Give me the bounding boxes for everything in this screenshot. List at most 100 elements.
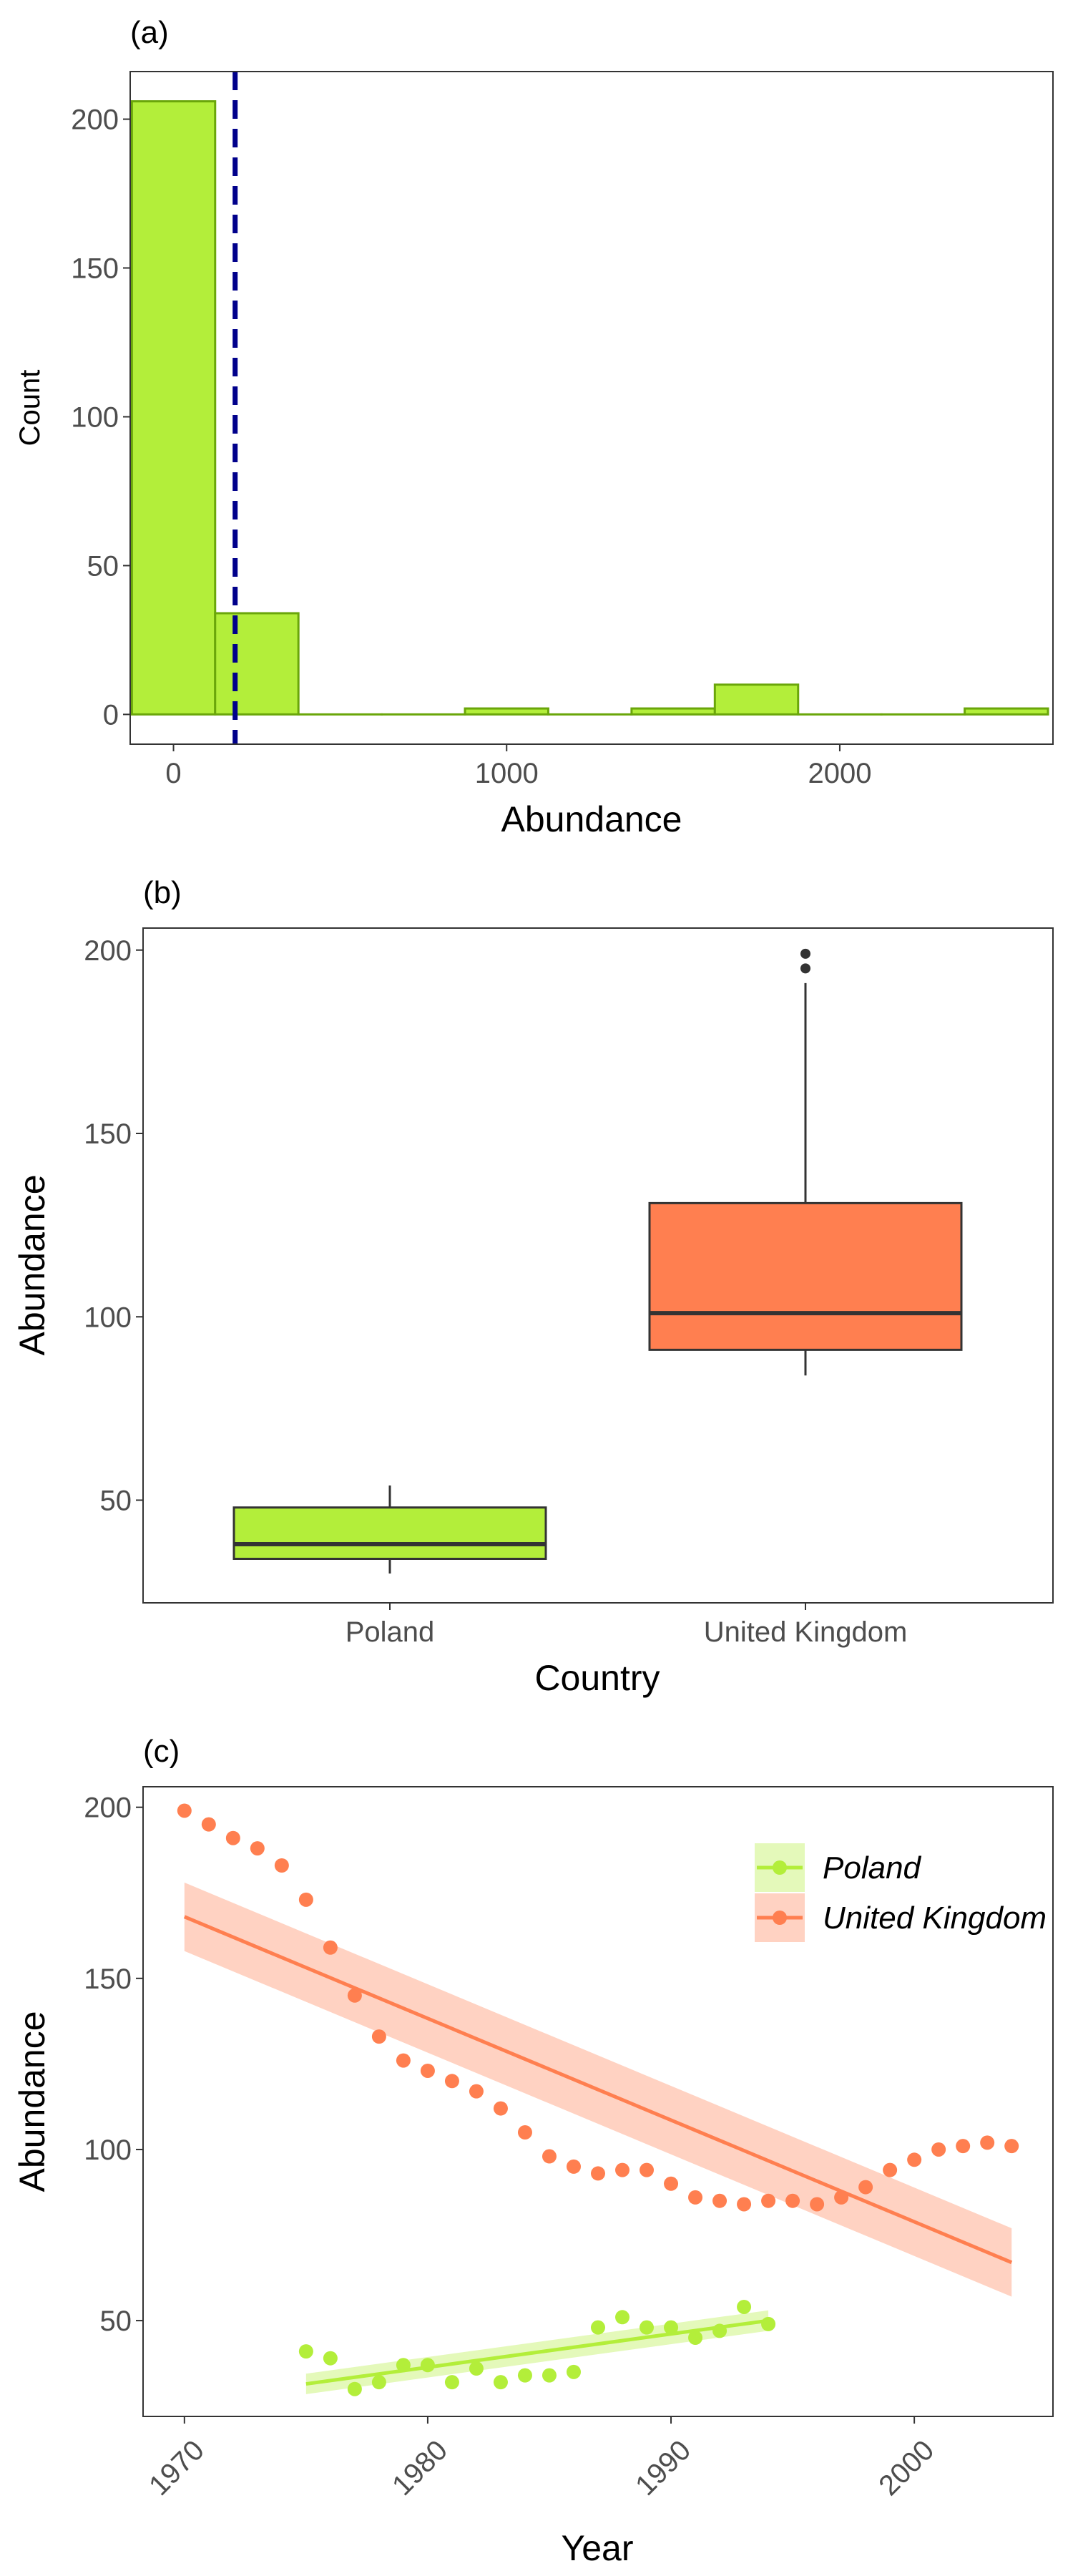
- united-kingdom-point: [883, 2162, 898, 2177]
- y-tick-label: 150: [71, 253, 119, 285]
- y-axis-ticks: 50 100 150 200: [84, 1792, 143, 2337]
- legend-label: Poland: [823, 1850, 922, 1885]
- histogram-bar: [713, 683, 800, 716]
- united-kingdom-point: [177, 1803, 192, 1818]
- x-tick-label: 1000: [475, 758, 539, 789]
- x-axis-ticks: Poland United Kingdom: [346, 1603, 908, 1648]
- x-tick-label: 2000: [873, 2434, 940, 2502]
- y-axis-title: Abundance: [12, 2011, 52, 2192]
- united-kingdom-point: [858, 2180, 873, 2195]
- histogram-bar: [214, 612, 300, 716]
- united-kingdom-point: [785, 2193, 800, 2208]
- poland-point: [371, 2375, 386, 2390]
- outlier-point: [800, 948, 810, 959]
- y-tick-label: 200: [84, 1792, 132, 1824]
- y-tick-label: 100: [84, 1302, 132, 1333]
- united-kingdom-point: [980, 2135, 995, 2150]
- poland-point: [542, 2368, 557, 2383]
- x-tick-label: United Kingdom: [704, 1616, 908, 1648]
- poland-point: [615, 2310, 630, 2325]
- united-kingdom-point: [201, 1817, 216, 1832]
- poland-point: [298, 2344, 313, 2359]
- united-kingdom-point: [907, 2152, 922, 2167]
- y-tick-label: 50: [87, 550, 119, 582]
- united-kingdom-point: [542, 2149, 557, 2164]
- panel-b: (b) 50 100 150 200 Poland United Kingdom Cou…: [12, 875, 1054, 1698]
- united-kingdom-point: [469, 2084, 484, 2099]
- panel-c-border: [142, 1786, 1054, 2417]
- legend-item-poland: Poland: [755, 1843, 922, 1892]
- histogram-bar: [964, 707, 1049, 716]
- legend-item-united-kingdom: United Kingdom: [755, 1893, 1047, 1942]
- x-tick-label: 0: [165, 758, 181, 789]
- y-axis-ticks: 50 100 150 200: [84, 935, 143, 1517]
- y-axis-ticks: 0 50 100 150 200: [71, 104, 130, 731]
- poland-point: [323, 2351, 338, 2366]
- united-kingdom-point: [688, 2190, 703, 2205]
- united-kingdom-point: [956, 2139, 971, 2154]
- poland-point: [566, 2364, 581, 2379]
- plot-layers: [177, 1803, 1019, 2396]
- box-iqr: [232, 1506, 547, 1560]
- histogram-bar: [464, 707, 549, 716]
- united-kingdom-point: [298, 1892, 313, 1907]
- united-kingdom-point: [371, 2029, 386, 2044]
- x-axis-title: Year: [561, 2528, 633, 2568]
- united-kingdom-point: [396, 2053, 411, 2068]
- panel-c: (c) 50 100 150 200 1970 1980 1990 2000 Year Ab…: [12, 1734, 1054, 2568]
- united-kingdom-point: [323, 1940, 338, 1955]
- box-plots: [232, 948, 963, 1574]
- poland-point: [444, 2375, 459, 2390]
- y-tick-label: 150: [84, 1118, 132, 1150]
- poland-point: [396, 2358, 411, 2373]
- y-axis-title: Count: [14, 370, 46, 447]
- box-iqr: [648, 1201, 963, 1351]
- united-kingdom-point: [591, 2166, 605, 2181]
- united-kingdom-point: [250, 1841, 265, 1856]
- x-axis-ticks: 1970 1980 1990 2000: [143, 2416, 940, 2502]
- legend-swatch-point: [773, 1911, 787, 1925]
- united-kingdom-point: [615, 2162, 630, 2177]
- panel-c-label: (c): [143, 1734, 180, 1769]
- y-tick-label: 200: [71, 104, 119, 136]
- scatter-plot-area: [177, 1803, 1019, 2396]
- outlier-point: [800, 963, 810, 974]
- poland-point: [688, 2331, 703, 2345]
- poland-point: [761, 2316, 776, 2331]
- united-kingdom-point: [274, 1858, 289, 1873]
- united-kingdom-point: [931, 2142, 946, 2157]
- united-kingdom-point: [810, 2197, 825, 2212]
- legend-label: United Kingdom: [823, 1901, 1047, 1936]
- poland-point: [712, 2323, 727, 2338]
- panel-a-label: (a): [130, 15, 169, 50]
- united-kingdom-point: [493, 2101, 508, 2116]
- x-axis-ticks: 0 1000 2000: [165, 744, 871, 789]
- poland-point: [493, 2375, 508, 2390]
- poland-point: [737, 2299, 752, 2314]
- united-kingdom-point: [834, 2190, 849, 2205]
- united-kingdom-point: [566, 2159, 581, 2174]
- box-plot-poland: [232, 1485, 547, 1574]
- poland-point: [469, 2361, 484, 2376]
- box-plot-united-kingdom: [648, 948, 963, 1376]
- y-tick-label: 150: [84, 1963, 132, 1995]
- panel-a: (a) 0 50 100 150 200 0 1000 2000 Abundance Cou…: [14, 15, 1054, 839]
- united-kingdom-point: [737, 2197, 752, 2212]
- histogram-bars: [130, 100, 1049, 716]
- poland-point: [664, 2320, 679, 2335]
- x-tick-label: Poland: [346, 1616, 435, 1648]
- x-tick-label: 1970: [143, 2434, 210, 2502]
- panel-a-border: [129, 71, 1054, 745]
- y-tick-label: 100: [71, 401, 119, 433]
- united-kingdom-point: [517, 2125, 532, 2140]
- histogram-bar: [130, 100, 217, 716]
- united-kingdom-point: [347, 1988, 362, 2003]
- united-kingdom-point: [761, 2193, 776, 2208]
- poland-fit-line: [305, 2318, 769, 2386]
- y-tick-label: 200: [84, 935, 132, 967]
- united-kingdom-point: [1004, 2139, 1019, 2154]
- y-axis-title: Abundance: [12, 1174, 52, 1355]
- poland-point: [420, 2358, 435, 2373]
- poland-point: [347, 2381, 362, 2396]
